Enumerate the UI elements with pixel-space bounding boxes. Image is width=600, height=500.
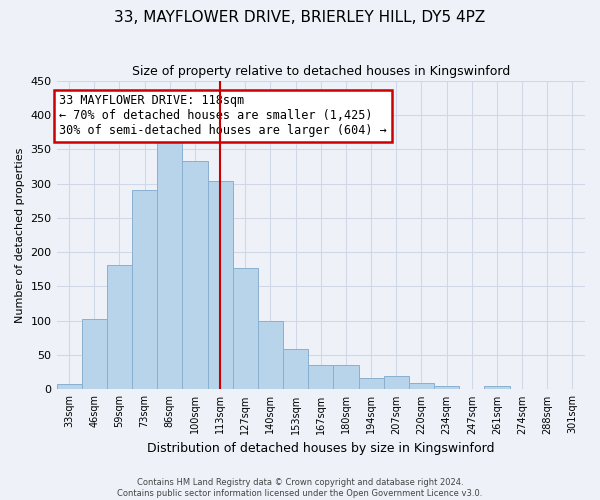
Bar [383, 376, 409, 390]
Bar [283, 349, 308, 390]
Title: Size of property relative to detached houses in Kingswinford: Size of property relative to detached ho… [131, 65, 510, 78]
Bar [107, 265, 132, 390]
Bar [308, 364, 334, 390]
Text: 33, MAYFLOWER DRIVE, BRIERLEY HILL, DY5 4PZ: 33, MAYFLOWER DRIVE, BRIERLEY HILL, DY5 … [115, 10, 485, 25]
Bar [258, 321, 283, 390]
Bar [157, 138, 182, 390]
Bar [484, 386, 509, 390]
Bar [208, 182, 233, 390]
Bar [434, 386, 459, 390]
Bar [409, 384, 434, 390]
Bar [132, 190, 157, 390]
Text: 33 MAYFLOWER DRIVE: 118sqm
← 70% of detached houses are smaller (1,425)
30% of s: 33 MAYFLOWER DRIVE: 118sqm ← 70% of deta… [59, 94, 387, 138]
Bar [182, 161, 208, 390]
Bar [233, 268, 258, 390]
X-axis label: Distribution of detached houses by size in Kingswinford: Distribution of detached houses by size … [147, 442, 494, 455]
Text: Contains HM Land Registry data © Crown copyright and database right 2024.
Contai: Contains HM Land Registry data © Crown c… [118, 478, 482, 498]
Bar [359, 378, 383, 390]
Bar [82, 318, 107, 390]
Bar [334, 364, 359, 390]
Bar [56, 384, 82, 390]
Y-axis label: Number of detached properties: Number of detached properties [15, 148, 25, 322]
